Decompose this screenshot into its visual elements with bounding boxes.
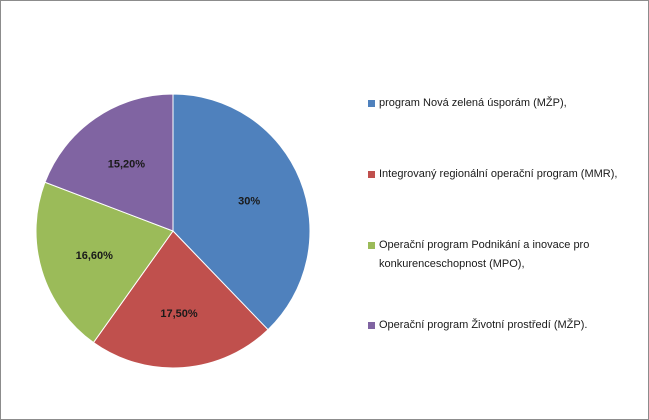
legend-label: Operační program Podnikání a inovace pro… — [379, 239, 590, 270]
legend-swatch-purple — [368, 322, 375, 329]
legend-label: Integrovaný regionální operační program … — [379, 168, 618, 180]
pie-slice-nova-zelena-usporam — [172, 93, 311, 331]
legend-item-op-zp: Operační program Životní prostředí (MŽP)… — [368, 316, 644, 335]
pie-slice-irop — [92, 230, 269, 369]
legend-item-op-pik: Operační program Podnikání a inovace pro… — [368, 236, 644, 274]
legend-swatch-blue — [368, 100, 375, 107]
legend-swatch-green — [368, 242, 375, 249]
legend-label: program Nová zelená úsporám (MŽP), — [379, 97, 567, 109]
legend-label: Operační program Životní prostředí (MŽP)… — [379, 319, 588, 331]
pie-label-17-50: 17,50% — [160, 308, 198, 320]
pie-label-30: 30% — [238, 195, 260, 207]
pie-label-16-60: 16,60% — [76, 250, 114, 262]
pie-slice-op-pik — [35, 181, 174, 344]
legend-item-irop: Integrovaný regionální operační program … — [368, 165, 644, 184]
pie-slice-op-zp — [44, 93, 174, 232]
pie-label-15-20: 15,20% — [108, 158, 146, 170]
legend-swatch-red — [368, 171, 375, 178]
legend-item-nova-zelena-usporam: program Nová zelená úsporám (MŽP), — [368, 94, 644, 113]
